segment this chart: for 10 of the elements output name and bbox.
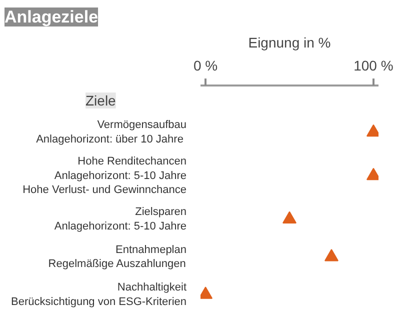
y-tick-label: Vermögensaufbau Anlagehorizont: über 10 Jahre xyxy=(36,119,187,146)
x-axis-title: Eignung in % xyxy=(248,34,331,50)
y-axis-title: Ziele xyxy=(86,92,116,108)
y-tick-label: Entnahmeplan Regelmäßige Auszahlungen xyxy=(48,244,187,270)
text: Anlageziele xyxy=(4,8,98,26)
y-tick-label: Zielsparen Anlagehorizont: 5-10 Jahre xyxy=(54,206,187,232)
y-tick-label: Nachhaltigkeit Berücksichtigung von ESG-Kriterien xyxy=(11,281,186,308)
y-tick-label: Hohe Renditechancen Anlagehorizont: 5-10 Jahre Hohe Verlust- und Gewinnchance xyxy=(22,155,187,196)
x-tick-label: 0 % xyxy=(193,58,218,74)
x-tick-label: 100 % xyxy=(354,58,394,74)
